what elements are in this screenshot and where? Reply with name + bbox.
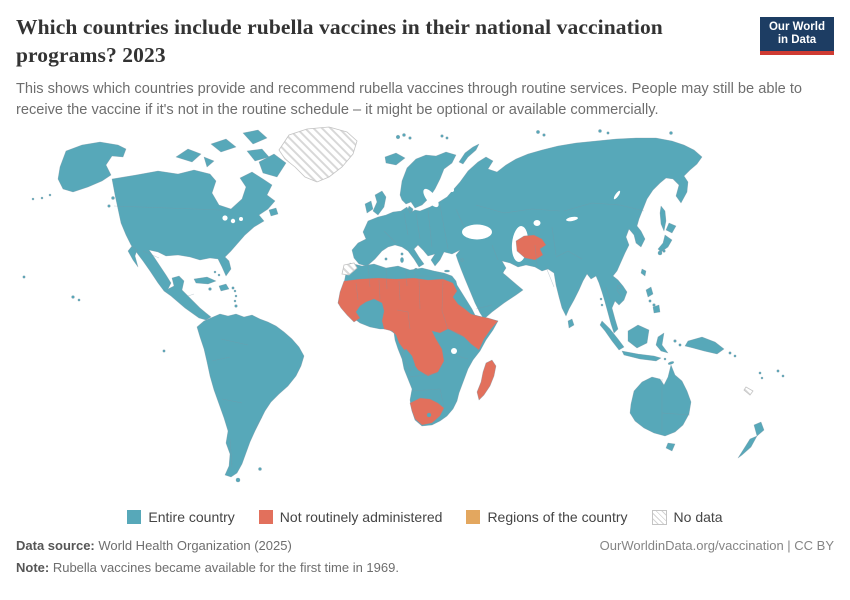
data-source-value: World Health Organization (2025): [94, 538, 292, 554]
chart-header: Which countries include rubella vaccines…: [16, 14, 834, 70]
country-congo-teal-sliver[interactable]: [401, 349, 416, 372]
region-alaska[interactable]: [57, 142, 127, 193]
owid-logo[interactable]: Our World in Data: [760, 17, 834, 55]
legend-label: No data: [673, 509, 723, 526]
region-south-america[interactable]: [196, 314, 305, 478]
note-label: Note:: [16, 559, 50, 575]
legend-item-entire-country[interactable]: Entire country: [127, 509, 235, 526]
legend-swatch-regions-of-the-country: [466, 510, 481, 525]
note-value: Rubella vaccines became available for th…: [49, 559, 399, 575]
region-ireland[interactable]: [364, 201, 374, 214]
legend-item-no-data[interactable]: No data: [651, 509, 723, 526]
legend-swatch-entire-country: [127, 510, 142, 525]
country-south-africa[interactable]: [409, 398, 445, 426]
data-source-label: Data source:: [16, 538, 95, 554]
region-australia[interactable]: [629, 365, 692, 437]
map-legend: Entire country Not routinely administere…: [16, 509, 834, 525]
lake-victoria: [451, 348, 457, 355]
owid-logo-line2: in Data: [777, 34, 817, 46]
region-greenland-no-data[interactable]: [278, 126, 358, 183]
legend-label: Regions of the country: [487, 509, 628, 526]
chart-footer: Data source: World Health Organization (…: [16, 537, 834, 580]
region-iceland[interactable]: [384, 153, 406, 166]
legend-label: Entire country: [148, 509, 235, 526]
legend-swatch-not-routinely-administered: [258, 510, 273, 525]
data-source-line: Data source: World Health Organization (…: [16, 537, 399, 555]
legend-item-not-routinely-administered[interactable]: Not routinely administered: [258, 509, 443, 526]
country-afghanistan[interactable]: [515, 235, 547, 261]
region-caribbean[interactable]: [193, 271, 238, 308]
region-tasmania[interactable]: [665, 443, 676, 452]
region-canadian-arctic[interactable]: [175, 130, 287, 178]
note-line: Note: Rubella vaccines became available …: [16, 559, 399, 577]
region-scandinavia[interactable]: [399, 152, 457, 209]
footer-attribution: OurWorldinData.org/vaccination | CC BY: [599, 538, 834, 554]
region-new-zealand-south[interactable]: [737, 436, 758, 459]
region-indonesia-new-guinea[interactable]: [599, 321, 725, 366]
footer-left: Data source: World Health Organization (…: [16, 537, 399, 580]
legend-item-regions-of-the-country[interactable]: Regions of the country: [466, 509, 628, 526]
owid-logo-line1: Our World: [768, 20, 825, 33]
legend-swatch-no-data: [651, 509, 667, 525]
country-madagascar[interactable]: [476, 360, 497, 401]
chart-subtitle: This shows which countries provide and r…: [16, 80, 803, 118]
legend-label: Not routinely administered: [279, 509, 443, 526]
world-map-svg[interactable]: [16, 124, 850, 504]
world-map[interactable]: [16, 124, 834, 504]
regions-no-data[interactable]: [278, 126, 754, 396]
region-western-sahara-no-data[interactable]: [341, 262, 358, 276]
country-borders: [113, 203, 691, 468]
regions-not-routinely-administered[interactable]: [337, 235, 547, 426]
region-new-zealand-north[interactable]: [753, 422, 765, 437]
region-united-kingdom[interactable]: [372, 191, 387, 216]
region-east-asia-islands[interactable]: [567, 206, 677, 329]
region-north-america[interactable]: [111, 170, 276, 321]
country-lesotho[interactable]: [426, 413, 432, 418]
page-title: Which countries include rubella vaccines…: [16, 15, 663, 67]
region-new-caledonia-no-data[interactable]: [743, 386, 754, 396]
region-africa-sahel-central-red[interactable]: [337, 278, 499, 377]
